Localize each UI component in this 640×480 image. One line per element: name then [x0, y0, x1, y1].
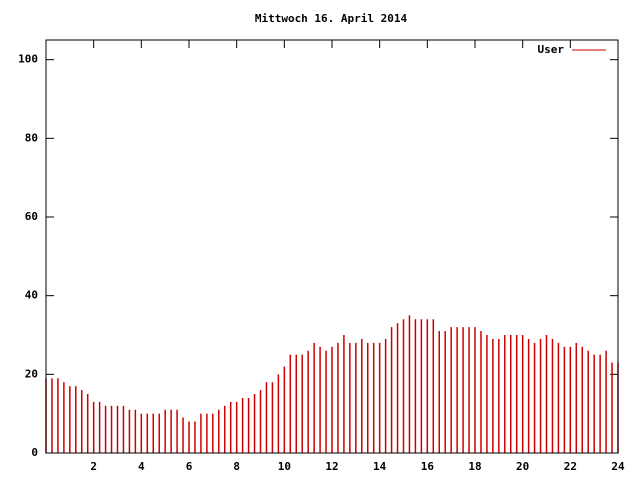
x-tick-label: 6 — [186, 460, 193, 473]
x-tick-label: 2 — [90, 460, 97, 473]
x-tick-label: 18 — [468, 460, 481, 473]
x-tick-label: 24 — [611, 460, 625, 473]
plot-frame — [45, 39, 619, 454]
x-tick-label: 12 — [325, 460, 338, 473]
legend-label: User — [538, 43, 565, 56]
y-tick-label: 100 — [18, 53, 38, 66]
y-tick-label: 80 — [25, 131, 38, 144]
x-tick-label: 10 — [278, 460, 291, 473]
x-tick-label: 22 — [564, 460, 577, 473]
y-tick-label: 20 — [25, 367, 38, 380]
x-tick-label: 16 — [421, 460, 435, 473]
chart-title: Mittwoch 16. April 2014 — [255, 12, 408, 25]
y-tick-label: 60 — [25, 210, 38, 223]
x-tick-label: 4 — [138, 460, 145, 473]
x-tick-label: 14 — [373, 460, 387, 473]
x-tick-label: 20 — [516, 460, 529, 473]
y-tick-label: 0 — [31, 446, 38, 459]
x-tick-label: 8 — [233, 460, 240, 473]
y-tick-label: 40 — [25, 289, 38, 302]
